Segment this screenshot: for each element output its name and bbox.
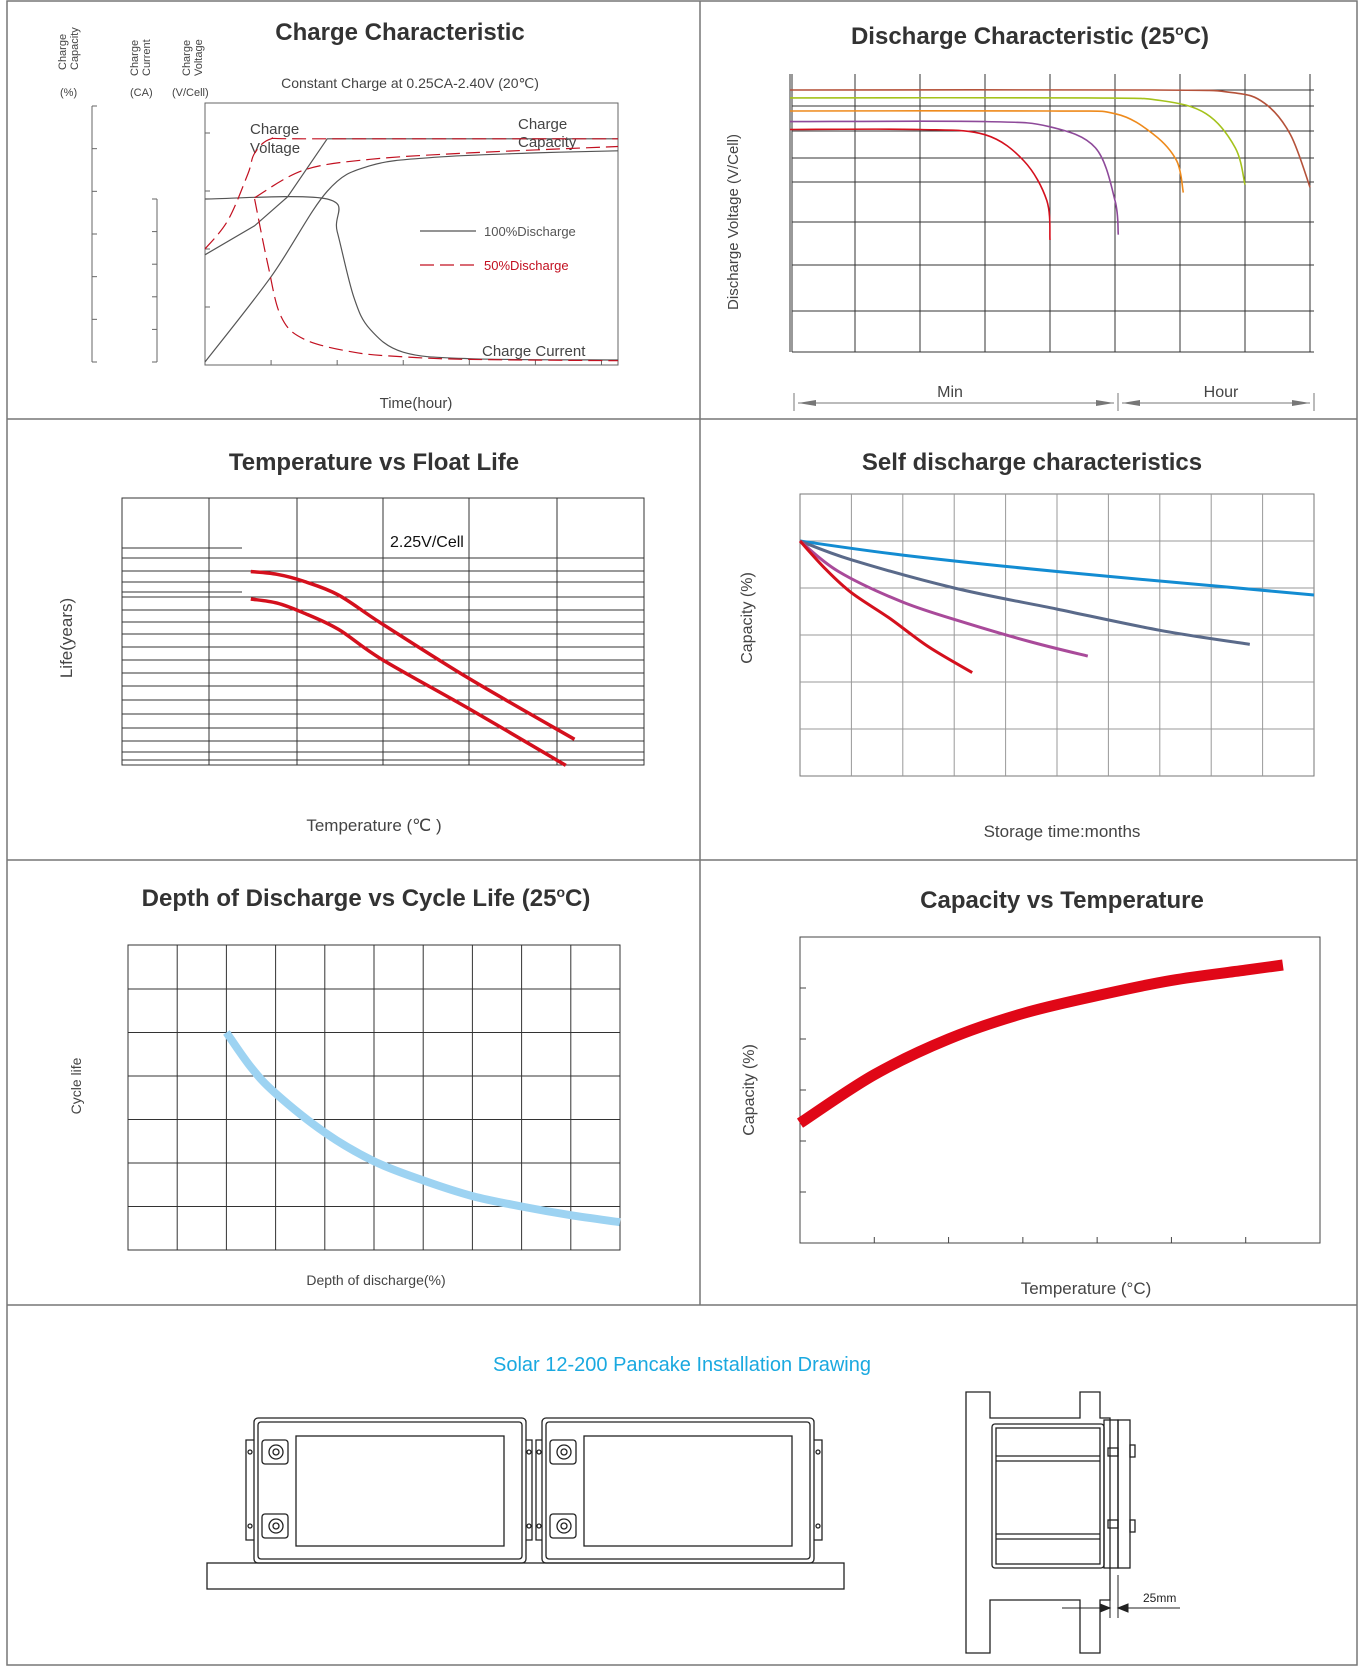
battery-left (245, 1417, 533, 1564)
chart2-title-main: Discharge Characteristic (25 (851, 23, 1175, 50)
chart2-arrow-head (1292, 400, 1310, 406)
chart5-title: Depth of Discharge vs Cycle Life (25oC) (142, 884, 591, 912)
chart4-series (799, 539, 1251, 646)
chart5-title-main: Depth of Discharge vs Cycle Life (25 (142, 885, 557, 912)
chart4-series (798, 539, 973, 674)
legend-label-100: 100%Discharge (484, 224, 576, 239)
capacity-label-line1: Charge (57, 34, 69, 70)
chart3-series-upper (250, 569, 576, 741)
chart2-arrow-head (798, 400, 816, 406)
chart4-ylabel: Capacity (%) (739, 572, 756, 664)
current-label-line2: Current (141, 39, 153, 76)
panel-frame (6, 0, 1358, 1666)
float-life-chart: Temperature vs Float Life Life(years) Te… (57, 449, 645, 835)
chart1-xlabel: Time(hour) (380, 395, 453, 412)
front-view (206, 1417, 845, 1590)
chart6-series-capacity (796, 959, 1284, 1128)
chart1-legend: 100%Discharge 50%Discharge (420, 224, 576, 273)
chart1-axis-label-voltage: Charge Voltage (V/Cell) (172, 39, 209, 99)
chart1-title: Charge Characteristic (275, 19, 524, 46)
chart1-series-100-capacity (204, 150, 619, 363)
chart2-arrow-head (1122, 400, 1140, 406)
chart2-title-suffix: C) (1184, 23, 1209, 50)
chart6-xlabel: Temperature (°C) (1021, 1279, 1152, 1298)
chart6-ylabel: Capacity (%) (741, 1044, 758, 1136)
chart1-subtitle: Constant Charge at 0.25CA-2.40V (20℃) (281, 75, 539, 91)
chart1-plot-frame (204, 102, 619, 366)
voltage-label-unit: (V/Cell) (172, 87, 209, 99)
cycle-life-chart: Depth of Discharge vs Cycle Life (25oC) … (68, 884, 621, 1288)
chart2-title: Discharge Characteristic (25oC) (851, 22, 1209, 50)
capacity-temperature-chart: Capacity vs Temperature Capacity (%) Tem… (741, 887, 1321, 1298)
dimension-25mm (1062, 1575, 1180, 1618)
chart1-note-charge-voltage-2: Voltage (250, 140, 300, 157)
installation-drawing: Solar 12-200 Pancake Installation Drawin… (206, 1354, 1180, 1654)
chart1-series-50-capacity (254, 145, 619, 199)
chart2-arrow-head (1096, 400, 1114, 406)
battery-right (535, 1417, 823, 1564)
chart3-ylabel: Life(years) (57, 598, 76, 678)
chart1-axis-label-current: Charge Current (CA) (129, 39, 153, 99)
chart3-xlabel: Temperature (℃ ) (306, 816, 441, 835)
chart5-title-suffix: C) (565, 885, 590, 912)
chart3-series-lower (250, 597, 567, 767)
chart2-series-1CA (789, 128, 1051, 241)
current-label-line1: Charge (129, 40, 141, 76)
chart1-note-charge-capacity-1: Charge (518, 116, 567, 133)
chart2-series-0_1CA (789, 96, 1246, 185)
chart2-series-0_55CA (789, 120, 1120, 235)
chart2-series-0_25CA (789, 110, 1185, 193)
chart1-series-50-current (254, 198, 619, 362)
chart1-note-charge-voltage-1: Charge (250, 121, 299, 138)
base-plate (206, 1562, 845, 1590)
chart6-title: Capacity vs Temperature (920, 887, 1204, 914)
discharge-characteristic-chart: Discharge Characteristic (25oC) Discharg… (725, 22, 1315, 411)
current-label-unit: (CA) (130, 87, 153, 99)
chart4-series (799, 539, 1315, 597)
chart2-ylabel: Discharge Voltage (V/Cell) (725, 134, 742, 310)
chart1-note-charge-current: Charge Current (482, 343, 586, 360)
chart1-axis-label-capacity: Charge Capacity (%) (57, 27, 81, 99)
chart5-title-sup: o (556, 884, 565, 900)
chart1-series-50-voltage (204, 137, 618, 250)
chart5-xlabel: Depth of discharge(%) (306, 1272, 445, 1288)
chart3-title: Temperature vs Float Life (229, 449, 519, 476)
chart2-series-0_05CA (789, 89, 1311, 188)
legend-label-50: 50%Discharge (484, 258, 569, 273)
capacity-label-line2: Capacity (69, 27, 81, 70)
chart5-ylabel: Cycle life (68, 1057, 84, 1114)
dimension-label: 25mm (1143, 1591, 1176, 1605)
chart4-series (799, 539, 1089, 658)
chart2-group-min: Min (937, 384, 963, 401)
voltage-label-line1: Charge (181, 40, 193, 76)
chart6-plot-frame (799, 936, 1321, 1244)
chart1-series-100-current (204, 196, 619, 361)
voltage-label-line2: Voltage (193, 39, 205, 76)
chart3-annotation: 2.25V/Cell (390, 534, 464, 551)
self-discharge-chart: Self discharge characteristics Capacity … (739, 449, 1315, 841)
chart4-xlabel: Storage time:months (984, 822, 1141, 841)
charge-characteristic-chart: Charge Characteristic Constant Charge at… (57, 19, 619, 412)
drawing-title: Solar 12-200 Pancake Installation Drawin… (493, 1354, 871, 1376)
chart4-title: Self discharge characteristics (862, 449, 1202, 476)
chart2-title-sup: o (1175, 22, 1184, 38)
capacity-label-unit: (%) (60, 87, 77, 99)
chart5-series-cycle-life (223, 1030, 621, 1227)
chart2-group-hour: Hour (1204, 384, 1239, 401)
